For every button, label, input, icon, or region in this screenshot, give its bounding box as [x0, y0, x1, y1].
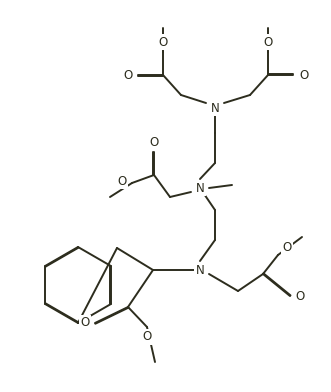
Text: O: O — [142, 330, 152, 343]
Text: O: O — [118, 174, 127, 187]
Text: O: O — [123, 69, 133, 82]
Text: O: O — [80, 316, 90, 330]
Text: O: O — [263, 36, 273, 49]
Text: N: N — [211, 102, 219, 114]
Text: N: N — [196, 181, 204, 194]
Text: O: O — [295, 290, 305, 303]
Text: N: N — [196, 263, 204, 276]
Text: O: O — [282, 241, 292, 254]
Text: O: O — [299, 69, 308, 82]
Text: O: O — [158, 36, 167, 49]
Text: O: O — [149, 136, 159, 149]
